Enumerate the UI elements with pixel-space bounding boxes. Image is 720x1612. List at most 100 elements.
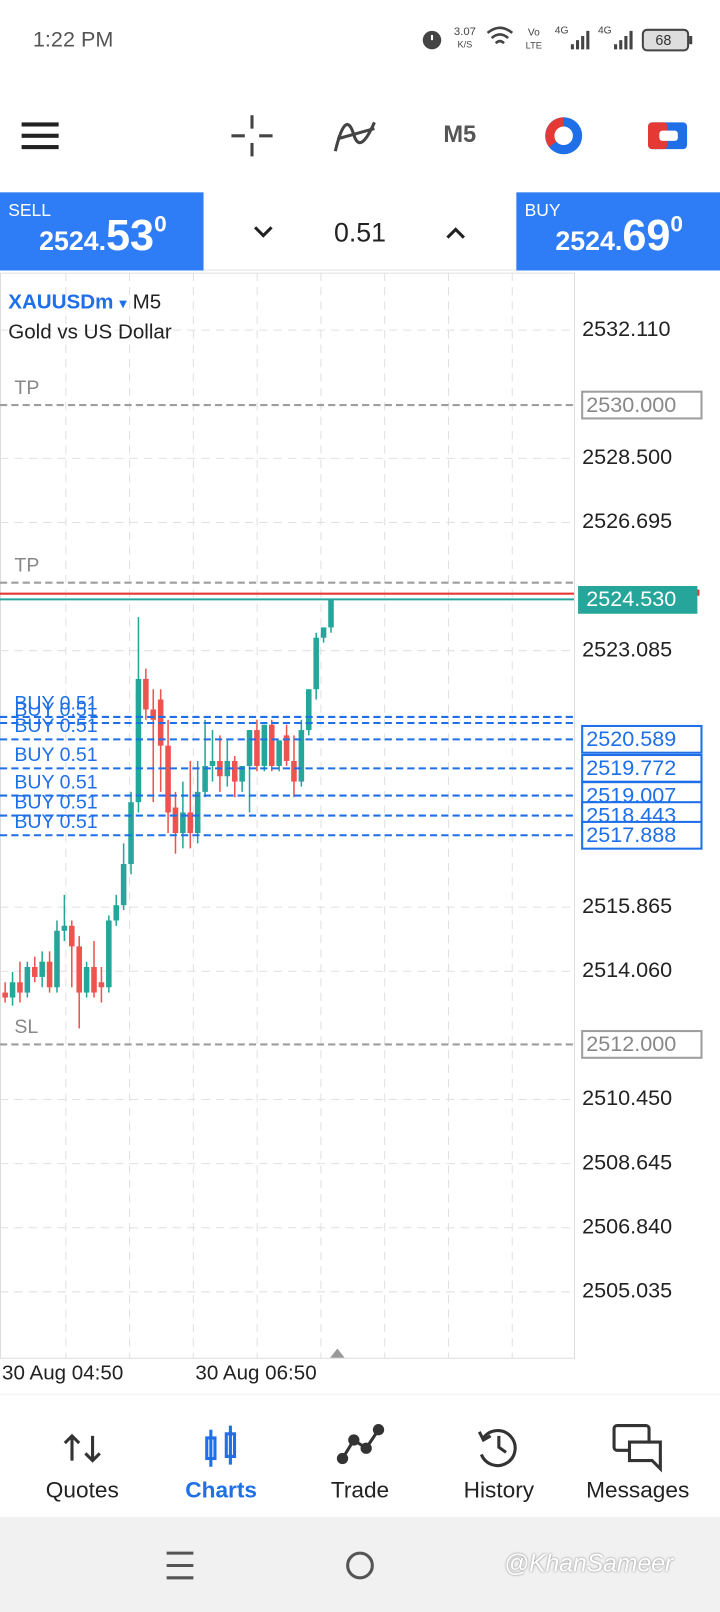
nav-quotes[interactable]: Quotes	[45, 1477, 119, 1503]
buy-button[interactable]: BUY 2524.690	[516, 192, 720, 271]
lot-size[interactable]: 0.51	[333, 217, 387, 248]
indicators-button[interactable]	[333, 121, 376, 152]
candle-body	[165, 745, 171, 813]
order-label: BUY 0.51	[14, 715, 97, 737]
lot-panel: 0.51	[203, 192, 517, 271]
y-tick-label: 2523.085	[582, 636, 672, 661]
candle-body	[291, 760, 297, 782]
watermark: @KhanSameer	[503, 1550, 674, 1578]
lot-up[interactable]	[446, 227, 465, 239]
speed-unit: K/S	[457, 40, 472, 50]
candle-body	[172, 807, 179, 834]
candle-body	[113, 905, 120, 921]
x-tick-label: 30 Aug 04:50	[2, 1362, 123, 1385]
candle-body	[83, 966, 90, 993]
symbol-header: XAUUSDm ▾ M5	[8, 291, 161, 315]
level-label: SL	[14, 1016, 38, 1038]
y-tick-label: 2506.840	[582, 1213, 672, 1238]
lot-down[interactable]	[253, 226, 273, 238]
candle-body	[39, 961, 45, 977]
y-tick-label: 2505.035	[582, 1278, 672, 1303]
objects-button[interactable]	[545, 117, 583, 155]
order-tag	[581, 753, 703, 783]
menu-button[interactable]	[21, 122, 59, 150]
timeframe-button[interactable]: M5	[443, 122, 476, 148]
volte: LTE	[526, 41, 542, 51]
candle-body	[61, 925, 68, 931]
crosshair-button[interactable]	[231, 115, 273, 157]
y-tick-label: 2526.695	[582, 508, 672, 533]
sell-label: SELL	[8, 200, 52, 221]
price-big: 69	[622, 210, 671, 260]
y-tick-label: 2515.865	[582, 893, 672, 918]
candle-body	[2, 992, 8, 998]
level-label: TP	[14, 377, 39, 399]
bottom-nav: Quotes Charts Trade History Messages	[0, 1393, 720, 1519]
price-sup: 0	[670, 210, 684, 237]
y-tick-label: 2508.645	[582, 1149, 672, 1174]
order-price: 2517.888	[586, 822, 676, 847]
level-label: TP	[14, 554, 39, 576]
price-big: 53	[106, 210, 155, 260]
level-tag	[581, 390, 703, 420]
order-label: BUY 0.51	[14, 744, 97, 766]
order-tag	[581, 724, 703, 754]
order-tag	[581, 820, 703, 850]
candle-body	[313, 637, 319, 690]
candle-body	[54, 930, 60, 988]
y-tick-label: 2528.500	[582, 444, 672, 469]
y-tick-label: 2514.060	[582, 957, 672, 982]
price-chart: 2532.110 2528.500 2526.695 2523.085 2515.865…	[0, 272, 703, 1385]
candle-body	[128, 802, 134, 864]
timeframe: M5	[132, 291, 162, 314]
candle-body	[120, 863, 127, 906]
symbol[interactable]: XAUUSDm	[8, 291, 114, 314]
candle-body	[69, 925, 75, 947]
candle-body	[76, 946, 82, 993]
nav-charts[interactable]: Charts	[185, 1477, 257, 1503]
symbol-arrow[interactable]: ▾	[119, 295, 127, 313]
candle-body	[283, 735, 290, 761]
buy-price: 2524.690	[555, 211, 683, 260]
network: 4G	[555, 26, 569, 37]
price-main: 2524.	[39, 225, 107, 257]
order-label: BUY 0.51	[14, 771, 97, 793]
nav-messages[interactable]: Messages	[586, 1477, 690, 1503]
trade-button[interactable]	[647, 122, 688, 150]
nav-trade[interactable]: Trade	[330, 1477, 390, 1503]
candle-body	[320, 627, 327, 638]
candle-body	[254, 730, 260, 766]
status-icons: 3.07 K/S Vo LTE 4G 4G 68	[422, 26, 693, 52]
recents-button[interactable]	[166, 1551, 194, 1580]
order-label: BUY 0.51	[14, 699, 97, 721]
nav-icons	[63, 1424, 662, 1473]
candle-body	[276, 740, 282, 766]
sell-button[interactable]: SELL 2524.530	[0, 192, 204, 271]
candle-body	[305, 689, 312, 731]
volte: Vo	[528, 28, 540, 39]
symbol-description: Gold vs US Dollar	[8, 320, 172, 344]
order-price: 2520.589	[586, 726, 676, 751]
buy-label: BUY	[524, 200, 561, 221]
home-button[interactable]	[346, 1551, 374, 1580]
nav-history[interactable]: History	[463, 1477, 535, 1503]
level-tag	[581, 1030, 703, 1059]
level-price: 2530.000	[586, 392, 676, 417]
candle-body	[328, 599, 334, 628]
candle-body	[202, 765, 208, 792]
order-label: BUY 0.51	[14, 693, 97, 715]
level-price: 2512.000	[586, 1031, 676, 1056]
battery: 68	[655, 33, 671, 49]
candle-body	[246, 730, 253, 766]
y-tick-label: 2532.110	[582, 316, 670, 341]
x-tick-label: 30 Aug 06:50	[195, 1362, 316, 1385]
candle-body	[17, 982, 23, 993]
candle-body	[143, 678, 149, 710]
candle-body	[261, 724, 268, 766]
network: 4G	[598, 26, 612, 37]
candle-body	[24, 966, 31, 993]
candle-body	[91, 966, 97, 993]
price-sup: 0	[154, 210, 167, 237]
system-nav: @KhanSameer	[0, 1517, 720, 1612]
sell-price: 2524.530	[39, 211, 167, 260]
